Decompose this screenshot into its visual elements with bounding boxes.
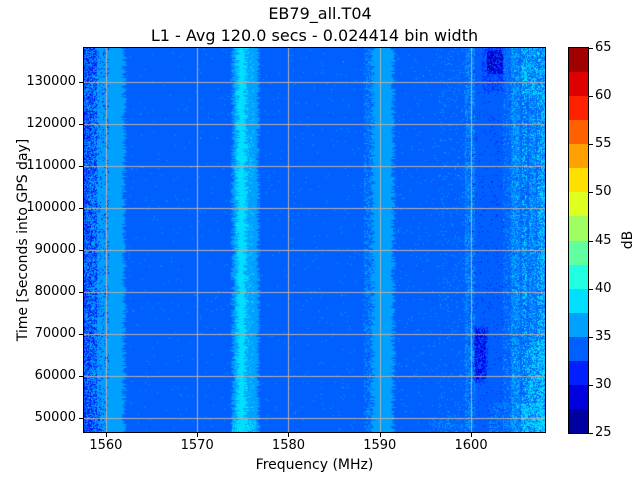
colorbar-tick-mark: [589, 288, 593, 290]
colorbar-segment: [569, 336, 588, 361]
colorbar-segment: [569, 360, 588, 385]
colorbar-tick-mark: [589, 384, 593, 386]
colorbar-tick-label: 50: [595, 184, 612, 200]
colorbar-gradient: [569, 48, 588, 433]
colorbar-label: dB: [620, 230, 636, 250]
y-tick-label: 50000: [34, 410, 76, 426]
colorbar-segment: [569, 216, 588, 241]
y-tick-mark: [79, 334, 83, 336]
colorbar-tick-label: 40: [595, 280, 612, 296]
x-tick-label: 1570: [180, 438, 214, 453]
x-tick-label: 1580: [271, 438, 306, 453]
y-tick-label: 80000: [34, 284, 76, 300]
colorbar-tick-label: 45: [595, 232, 612, 248]
colorbar-tick-mark: [589, 192, 593, 194]
x-tick-mark: [471, 433, 473, 437]
x-axis-label: Frequency (MHz): [255, 457, 374, 473]
colorbar-tick-label: 65: [595, 40, 612, 55]
colorbar-segment: [569, 408, 588, 433]
colorbar-segment: [569, 48, 588, 73]
colorbar-segment: [569, 120, 588, 145]
y-tick-label: 120000: [26, 116, 76, 132]
colorbar-segment: [569, 264, 588, 289]
colorbar-segment: [569, 96, 588, 121]
plot-area: [83, 47, 546, 433]
y-tick-mark: [79, 292, 83, 294]
colorbar-tick-label: 25: [595, 425, 612, 440]
heatmap-canvas: [84, 48, 545, 432]
colorbar-tick-label: 35: [595, 328, 612, 344]
y-tick-mark: [79, 124, 83, 126]
colorbar-segment: [569, 144, 588, 169]
y-tick-mark: [79, 376, 83, 378]
colorbar-tick-label: 30: [595, 376, 612, 392]
colorbar-tick-label: 55: [595, 136, 612, 152]
colorbar-tick-mark: [589, 433, 593, 434]
colorbar-segment: [569, 192, 588, 217]
y-tick-mark: [79, 418, 83, 420]
x-tick-mark: [288, 433, 290, 437]
y-tick-label: 100000: [26, 200, 76, 216]
y-tick-label: 60000: [34, 368, 76, 384]
colorbar-segment: [569, 240, 588, 265]
x-tick-label: 1590: [363, 438, 397, 453]
y-tick-label: 70000: [34, 326, 76, 342]
y-tick-label: 130000: [26, 74, 76, 90]
colorbar-tick-mark: [589, 48, 593, 49]
y-tick-mark: [79, 250, 83, 252]
figure-title: EB79_all.T04: [268, 4, 372, 23]
x-tick-mark: [197, 433, 199, 437]
x-tick-mark: [379, 433, 381, 437]
y-tick-mark: [79, 82, 83, 84]
colorbar-tick-mark: [589, 336, 593, 338]
colorbar-tick-mark: [589, 240, 593, 242]
colorbar-tick-mark: [589, 96, 593, 98]
y-tick-label: 90000: [34, 242, 76, 258]
colorbar: [568, 47, 589, 434]
y-tick-label: 110000: [26, 158, 76, 174]
y-tick-mark: [79, 208, 83, 210]
colorbar-segment: [569, 288, 588, 313]
colorbar-segment: [569, 168, 588, 193]
x-tick-label: 1560: [89, 438, 123, 453]
y-tick-mark: [79, 166, 83, 168]
x-tick-label: 1600: [454, 438, 488, 453]
colorbar-segment: [569, 312, 588, 337]
colorbar-tick-mark: [589, 144, 593, 146]
colorbar-segment: [569, 384, 588, 409]
colorbar-segment: [569, 72, 588, 97]
axes-title: L1 - Avg 120.0 secs - 0.024414 bin width: [150, 26, 479, 45]
x-tick-mark: [105, 433, 107, 437]
colorbar-tick-label: 60: [595, 88, 612, 104]
